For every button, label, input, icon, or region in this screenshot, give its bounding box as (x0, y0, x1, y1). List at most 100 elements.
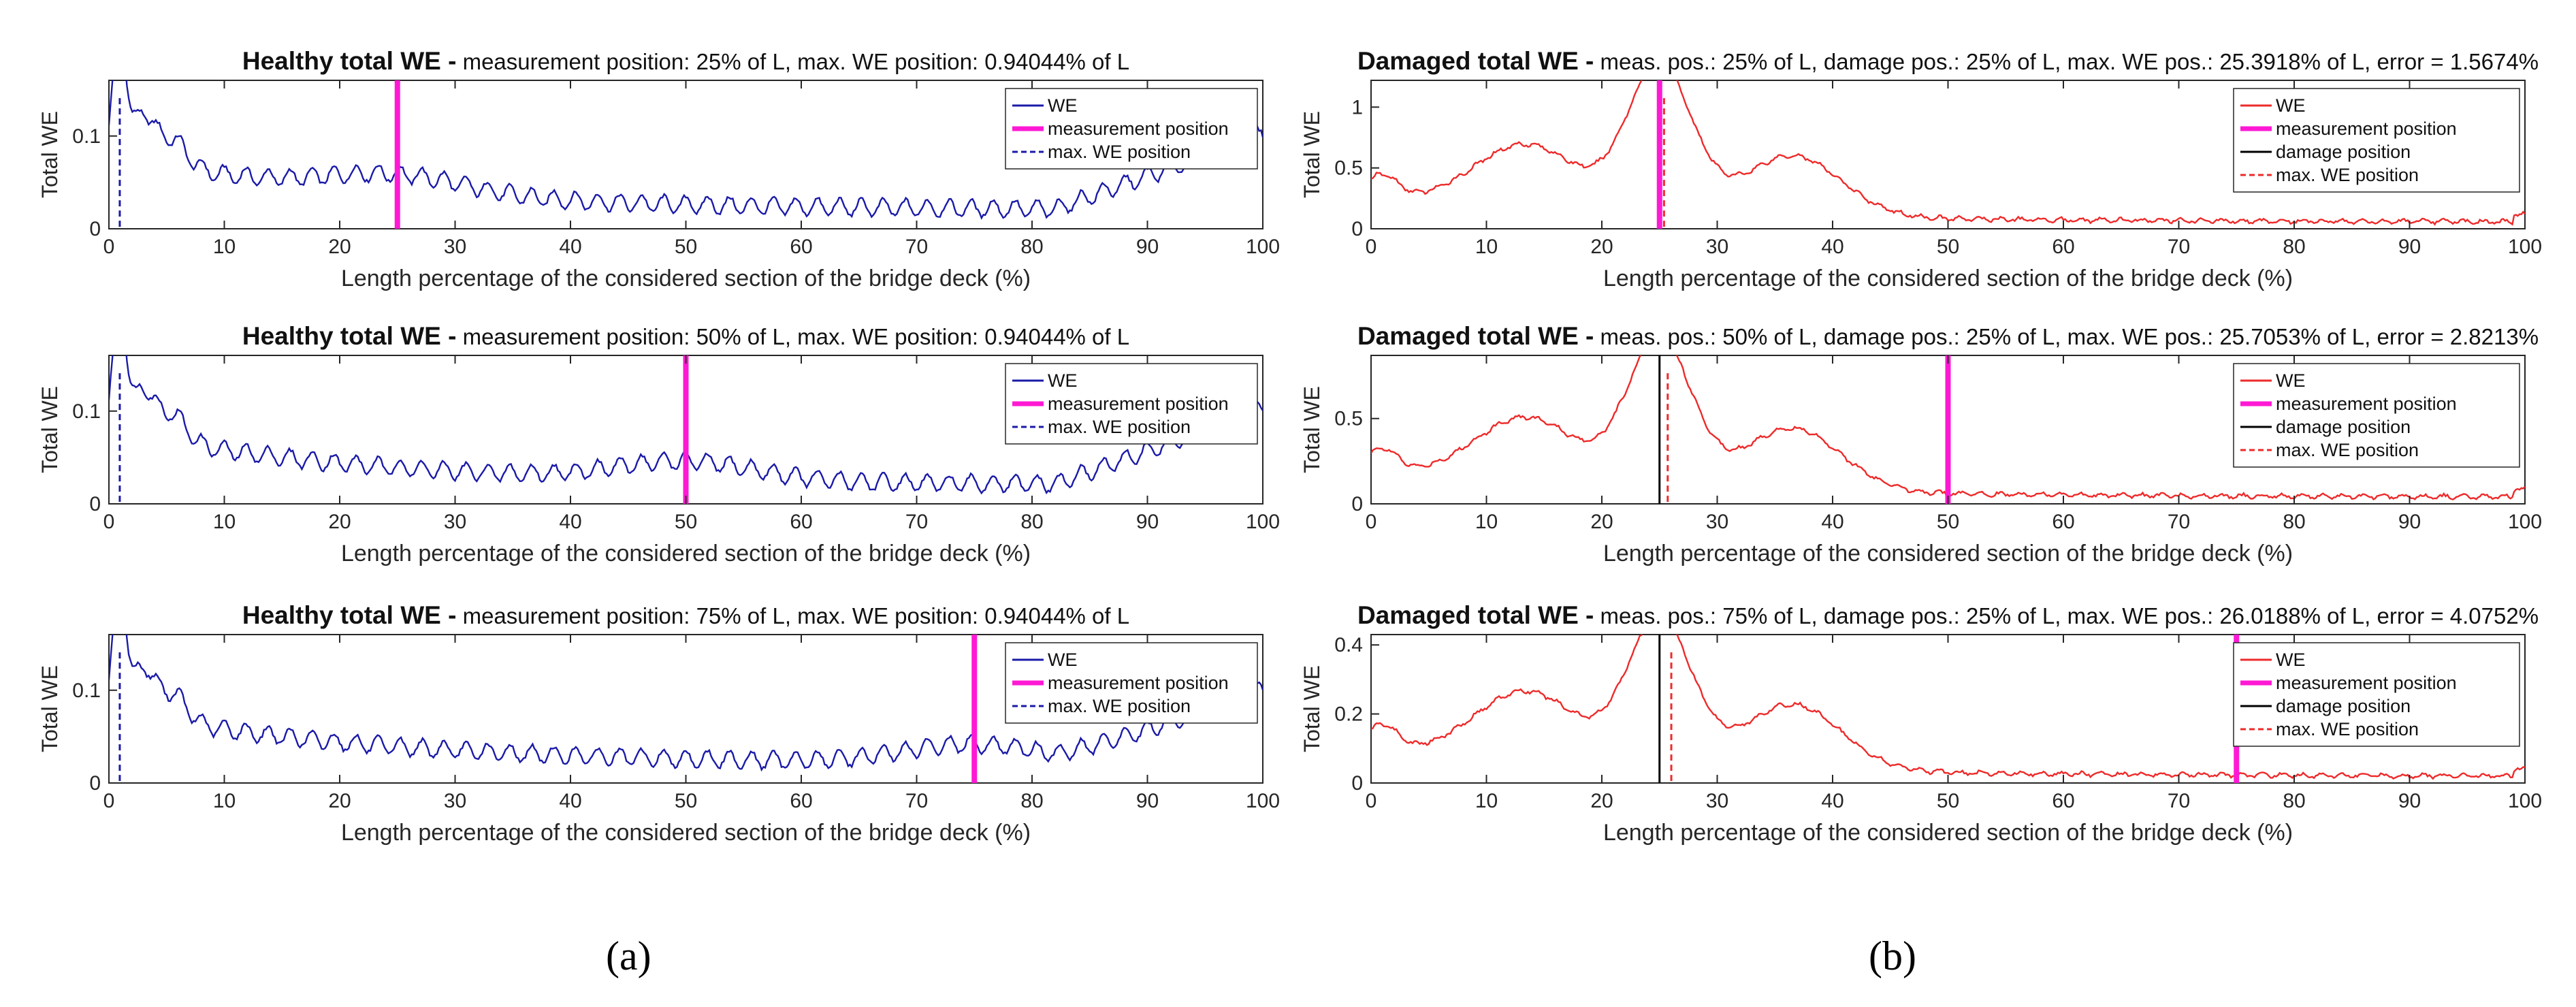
y-tick-label: 0.1 (72, 680, 101, 702)
panel-label-b: (b) (1869, 933, 1916, 978)
we-series-line (109, 80, 1263, 221)
x-tick-label: 60 (790, 790, 812, 812)
legend-entry: measurement position (2276, 118, 2457, 139)
chart-title-bold: Damaged total WE - (1357, 47, 1594, 75)
y-axis-label: Total WE (37, 111, 62, 198)
x-tick-label: 10 (213, 790, 236, 812)
legend-entry: WE (2276, 95, 2306, 116)
legend-entry: WE (1048, 650, 1078, 670)
x-tick-label: 40 (1821, 511, 1844, 533)
chart-title-detail: measurement position: 75% of L, max. WE … (456, 603, 1129, 628)
x-tick-label: 70 (2168, 790, 2190, 812)
legend-box (1005, 642, 1258, 724)
x-tick-label: 60 (790, 236, 812, 258)
y-tick-label: 0 (89, 772, 101, 795)
x-tick-label: 40 (559, 511, 581, 533)
chart-b2: 0 10 20 30 40 50 60 70 80 90 100 0 0.5 Length percent… (1300, 322, 2542, 566)
x-tick-label: 100 (1246, 790, 1280, 812)
x-tick-label: 80 (1020, 790, 1043, 812)
x-tick-label: 30 (444, 790, 466, 812)
chart-title: Healthy total WE - measurement position:… (242, 601, 1129, 629)
x-tick-label: 90 (1136, 790, 1159, 812)
x-tick-label: 10 (1475, 236, 1498, 258)
x-tick-label: 70 (905, 511, 928, 533)
y-tick-label: 0 (1351, 772, 1363, 795)
legend-entry: measurement position (2276, 673, 2457, 693)
legend-entry: measurement position (1048, 673, 1229, 693)
x-tick-label: 10 (1475, 511, 1498, 533)
x-tick-label: 70 (2168, 236, 2190, 258)
legend-entry: max. WE position (2276, 440, 2419, 460)
we-series-line (1371, 635, 2525, 780)
x-tick-label: 50 (1937, 236, 1959, 258)
x-tick-label: 80 (2283, 790, 2305, 812)
chart-b1: 0 10 20 30 40 50 60 70 80 90 100 0 0.5 1 Length percen… (1300, 47, 2542, 291)
legend-box (2233, 642, 2520, 747)
chart-title-bold: Damaged total WE - (1357, 322, 1594, 350)
legend-box (2233, 363, 2520, 468)
x-tick-label: 90 (1136, 511, 1159, 533)
x-tick-label: 90 (2398, 511, 2421, 533)
x-tick-label: 80 (1020, 511, 1043, 533)
legend-entry: max. WE position (1048, 417, 1191, 437)
y-axis-label: Total WE (1300, 386, 1324, 473)
legend-box (1005, 88, 1258, 170)
x-tick-label: 0 (1366, 236, 1377, 258)
chart-title-detail: meas. pos.: 25% of L, damage pos.: 25% o… (1594, 49, 2539, 74)
chart-a3: 0 10 20 30 40 50 60 70 80 90 100 0 0.1 Length percent… (37, 601, 1280, 846)
chart-title-detail: measurement position: 50% of L, max. WE … (456, 324, 1129, 349)
y-tick-label: 0.5 (1334, 157, 1363, 180)
chart-title-detail: measurement position: 25% of L, max. WE … (456, 49, 1129, 74)
x-tick-label: 30 (1706, 511, 1728, 533)
x-tick-label: 0 (103, 511, 115, 533)
y-axis-label: Total WE (37, 665, 62, 752)
x-tick-label: 100 (1246, 511, 1280, 533)
x-tick-label: 20 (328, 790, 351, 812)
x-tick-label: 30 (1706, 790, 1728, 812)
x-tick-label: 10 (213, 236, 236, 258)
y-tick-label: 0 (1351, 218, 1363, 240)
x-tick-label: 70 (905, 236, 928, 258)
chart-title: Damaged total WE - meas. pos.: 75% of L,… (1357, 601, 2539, 629)
x-tick-label: 30 (444, 236, 466, 258)
legend-entry: WE (2276, 370, 2306, 391)
legend-entry: WE (1048, 370, 1078, 391)
x-tick-label: 10 (1475, 790, 1498, 812)
legend-entry: max. WE position (1048, 142, 1191, 162)
y-tick-label: 0 (89, 493, 101, 515)
x-tick-label: 60 (2052, 236, 2074, 258)
chart-title: Damaged total WE - meas. pos.: 25% of L,… (1357, 47, 2539, 75)
legend-entry: max. WE position (1048, 696, 1191, 716)
chart-title-bold: Healthy total WE - (242, 601, 457, 629)
y-axis-label: Total WE (1300, 665, 1324, 752)
chart-title-bold: Healthy total WE - (242, 322, 457, 350)
x-tick-label: 80 (2283, 511, 2305, 533)
x-tick-label: 70 (905, 790, 928, 812)
x-tick-label: 10 (213, 511, 236, 533)
x-tick-label: 40 (1821, 790, 1844, 812)
legend-entry: measurement position (1048, 118, 1229, 139)
y-axis-label: Total WE (37, 386, 62, 473)
y-tick-label: 0 (89, 218, 101, 240)
legend-box (2233, 88, 2520, 193)
x-tick-label: 60 (2052, 790, 2074, 812)
x-axis-label: Length percentage of the considered sect… (341, 541, 1031, 566)
x-axis-label: Length percentage of the considered sect… (341, 266, 1031, 291)
legend-entry: WE (2276, 650, 2306, 670)
x-tick-label: 20 (328, 511, 351, 533)
x-tick-label: 0 (1366, 790, 1377, 812)
y-tick-label: 0 (1351, 493, 1363, 515)
x-tick-label: 50 (1937, 790, 1959, 812)
x-tick-label: 100 (2508, 236, 2542, 258)
we-series-line (1371, 80, 2525, 226)
x-tick-label: 70 (2168, 511, 2190, 533)
y-tick-label: 0.1 (72, 400, 101, 423)
x-tick-label: 90 (2398, 790, 2421, 812)
panel-label-a: (a) (606, 933, 651, 978)
x-tick-label: 40 (1821, 236, 1844, 258)
